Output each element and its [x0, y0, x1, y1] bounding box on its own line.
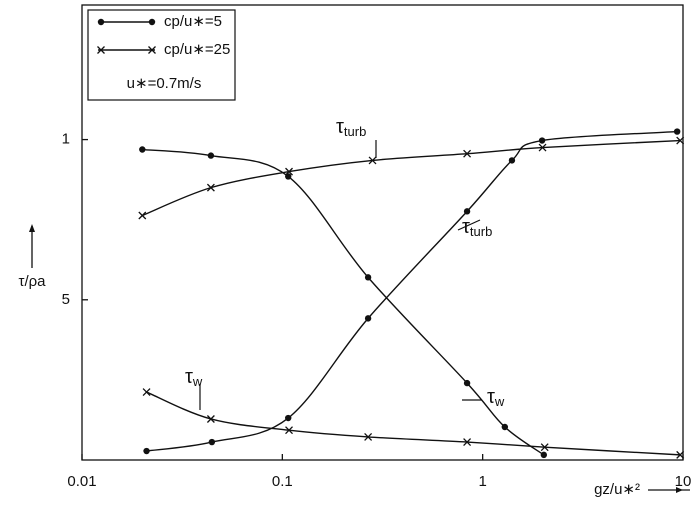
cross-marker: [368, 156, 377, 165]
cross-marker: [364, 432, 373, 441]
cross-marker: [463, 149, 472, 158]
cross-marker: [463, 438, 472, 447]
x-arrowhead: [676, 487, 683, 493]
dot-marker: [463, 379, 471, 387]
dot-marker: [538, 137, 546, 144]
dot-marker: [364, 274, 372, 281]
x-axis-label: gz/u∗²: [594, 481, 640, 498]
y-axis-label: τ/ρa: [19, 273, 47, 290]
cross-marker: [206, 183, 215, 192]
dot-marker: [148, 18, 156, 26]
annotation: τw: [185, 366, 203, 389]
legend-label: cp/u∗=5: [164, 13, 222, 30]
curve: [142, 148, 545, 456]
cross-marker: [676, 136, 685, 145]
dot-marker: [673, 128, 681, 135]
x-tick-label: 10: [675, 473, 691, 490]
x-tick-label: 0.1: [272, 473, 293, 490]
dot-marker: [208, 438, 216, 446]
dot-marker: [508, 157, 516, 164]
plot-frame: [81, 4, 684, 461]
cross-marker: [285, 167, 293, 176]
cross-marker: [676, 450, 685, 459]
cross-marker: [138, 211, 147, 220]
dot-marker: [540, 451, 548, 459]
annotation: τturb: [336, 116, 366, 139]
curve: [142, 139, 681, 217]
dot-marker: [463, 208, 471, 215]
y-tick-label: 5: [62, 291, 70, 308]
dot-marker: [285, 414, 292, 422]
cross-marker: [285, 426, 293, 435]
annotation: τw: [487, 386, 505, 409]
cross-marker: [206, 415, 215, 423]
dot-marker: [139, 146, 146, 153]
cross-marker: [142, 388, 151, 397]
x-tick-label: 1: [478, 473, 486, 490]
annotation: τturb: [462, 216, 492, 239]
y-tick-label: 1: [62, 131, 70, 148]
dot-marker: [501, 423, 509, 431]
legend-box: [87, 9, 236, 101]
y-arrowhead: [29, 224, 35, 232]
legend-note: u∗=0.7m/s: [127, 75, 202, 92]
cross-marker: [540, 443, 549, 452]
curve: [146, 391, 681, 456]
dot-marker: [143, 447, 150, 455]
cross-marker: [97, 46, 105, 54]
cross-marker: [148, 46, 156, 54]
dot-marker: [364, 315, 372, 322]
curve: [146, 130, 678, 452]
legend-label: cp/u∗=25: [164, 41, 230, 58]
dot-marker: [207, 152, 215, 159]
annotation-leader: [457, 219, 481, 231]
dot-marker: [97, 18, 105, 26]
cross-marker: [538, 143, 547, 152]
x-tick-label: 0.01: [67, 473, 96, 490]
